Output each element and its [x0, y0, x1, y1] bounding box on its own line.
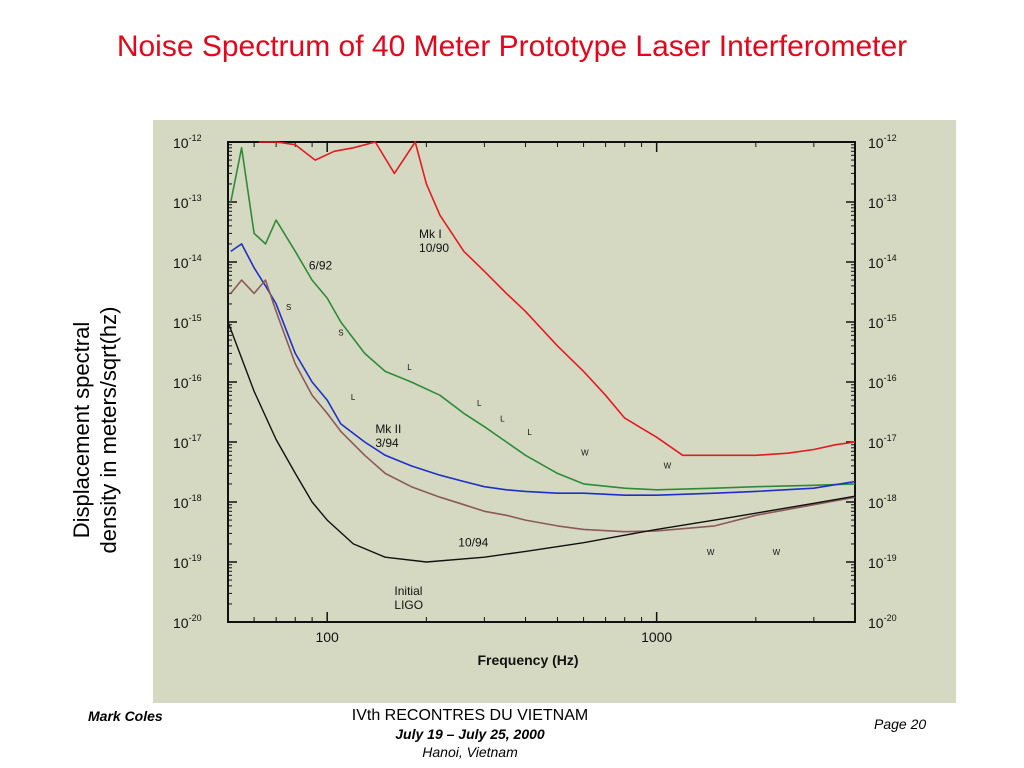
plot-frame	[227, 141, 856, 623]
y-tick-label-left: 10-12	[173, 133, 202, 151]
series-line-0	[258, 141, 856, 457]
line-annotation: W	[773, 548, 781, 557]
line-annotation: S	[286, 303, 291, 312]
y-tick-label-left: 10-14	[173, 253, 202, 271]
y-tick-label-right: 10-15	[868, 313, 897, 331]
y-tick-label-right: 10-20	[868, 613, 897, 631]
y-tick-label-left: 10-15	[173, 313, 202, 331]
y-tick-label-right: 10-12	[868, 133, 897, 151]
x-axis-title: Frequency (Hz)	[477, 652, 578, 668]
slide-title: Noise Spectrum of 40 Meter Prototype Las…	[116, 30, 908, 63]
y-tick-label-left: 10-13	[173, 193, 202, 211]
y-tick-label-right: 10-13	[868, 193, 897, 211]
x-tick-label: 1000	[641, 629, 672, 645]
footer-page-number: Page 20	[874, 716, 927, 732]
x-tick-label: 100	[315, 629, 339, 645]
series-line-3	[230, 279, 856, 533]
y-tick-label-left: 10-19	[173, 553, 202, 571]
line-annotation: L	[477, 399, 482, 408]
noise-spectrum-figure: 10-12 10-12 10-13 10-13 10-14 10-14 10-15 10-15…	[153, 120, 956, 703]
line-annotation: L	[351, 393, 356, 402]
line-annotation: L	[407, 363, 412, 372]
series-line-4	[227, 321, 856, 563]
line-annotation: S	[338, 328, 343, 337]
y-axis-title-line2: density in meters/sqrt(hz)	[96, 306, 121, 554]
series-label-4: Initial LIGO	[394, 584, 423, 612]
line-annotation: L	[527, 428, 532, 437]
y-tick-label-right: 10-16	[868, 373, 897, 391]
series-label-1: 6/92	[309, 258, 333, 272]
line-annotation: W	[664, 462, 672, 471]
footer-dates: July 19 – July 25, 2000	[395, 726, 545, 742]
y-tick-label-right: 10-17	[868, 433, 897, 451]
noise-spectrum-chart: 10-12 10-12 10-13 10-13 10-14 10-14 10-15 10-15…	[173, 133, 897, 668]
y-axis-title-line1: Displacement spectral	[69, 321, 94, 539]
series-label-2: Mk II 3/94	[375, 422, 401, 450]
y-tick-label-left: 10-16	[173, 373, 202, 391]
series-line-1	[230, 146, 856, 491]
y-axis-title: Displacement spectral density in meters/…	[68, 307, 122, 554]
y-tick-label-right: 10-18	[868, 493, 897, 511]
footer-conference: IVth RECONTRES DU VIETNAM	[351, 707, 589, 724]
line-annotation: W	[581, 448, 589, 457]
footer-place: Hanoi, Vietnam	[422, 744, 518, 760]
footer-author: Mark Coles	[88, 708, 163, 724]
y-tick-label-left: 10-17	[173, 433, 202, 451]
y-tick-label-left: 10-18	[173, 493, 202, 511]
y-tick-label-right: 10-14	[868, 253, 897, 271]
series-label-3: 10/94	[458, 536, 488, 550]
line-annotation: L	[500, 414, 505, 423]
series-label-0: Mk I 10/90	[419, 227, 449, 255]
line-annotation: W	[707, 548, 715, 557]
y-tick-label-right: 10-19	[868, 553, 897, 571]
series-line-2	[230, 243, 856, 497]
y-tick-label-left: 10-20	[173, 613, 202, 631]
footer-conference-block: IVth RECONTRES DU VIETNAM July 19 – July…	[290, 707, 650, 761]
